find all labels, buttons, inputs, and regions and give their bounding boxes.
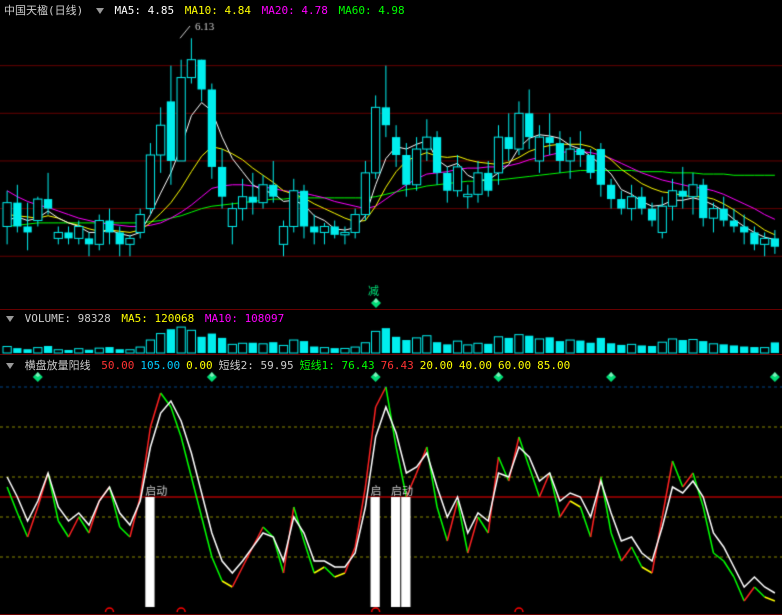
vol-ma5-label: MA5: 120068 bbox=[121, 312, 194, 325]
price-chart-panel[interactable]: 中国天楹(日线) MA5: 4.85 MA10: 4.84 MA20: 4.78… bbox=[0, 0, 782, 310]
indicator-canvas[interactable] bbox=[0, 355, 782, 615]
dropdown-icon[interactable] bbox=[6, 316, 14, 322]
indicator-value: 105.00 bbox=[140, 359, 180, 372]
ma5-label: MA5: 4.85 bbox=[115, 4, 175, 17]
indicator-value: 短线2: 59.95 bbox=[219, 359, 294, 372]
indicator-value: 85.00 bbox=[537, 359, 570, 372]
indicator-header: 横盘放量阳线 50.00 105.00 0.00 短线2: 59.95 短线1: 76.… bbox=[4, 357, 580, 373]
volume-header: VOLUME: 98328 MA5: 120068 MA10: 108097 bbox=[4, 312, 288, 325]
ma60-label: MA60: 4.98 bbox=[338, 4, 404, 17]
indicator-title: 横盘放量阳线 bbox=[25, 359, 91, 372]
indicator-value: 60.00 bbox=[498, 359, 531, 372]
indicator-value: 短线1: 76.43 bbox=[300, 359, 375, 372]
stock-title: 中国天楹(日线) bbox=[4, 4, 83, 17]
indicator-panel[interactable]: 横盘放量阳线 50.00 105.00 0.00 短线2: 59.95 短线1: 76.… bbox=[0, 355, 782, 615]
ma20-label: MA20: 4.78 bbox=[262, 4, 328, 17]
volume-label: VOLUME: 98328 bbox=[25, 312, 111, 325]
indicator-value: 76.43 bbox=[381, 359, 414, 372]
volume-panel[interactable]: VOLUME: 98328 MA5: 120068 MA10: 108097 bbox=[0, 310, 782, 355]
indicator-value: 20.00 bbox=[420, 359, 453, 372]
dropdown-icon[interactable] bbox=[96, 8, 104, 14]
ma10-label: MA10: 4.84 bbox=[185, 4, 251, 17]
price-header: 中国天楹(日线) MA5: 4.85 MA10: 4.84 MA20: 4.78… bbox=[4, 2, 409, 18]
price-canvas[interactable] bbox=[0, 0, 782, 310]
dropdown-icon[interactable] bbox=[6, 363, 14, 369]
indicator-value: 0.00 bbox=[186, 359, 213, 372]
indicator-value: 50.00 bbox=[101, 359, 134, 372]
vol-ma10-label: MA10: 108097 bbox=[205, 312, 284, 325]
indicator-value: 40.00 bbox=[459, 359, 492, 372]
